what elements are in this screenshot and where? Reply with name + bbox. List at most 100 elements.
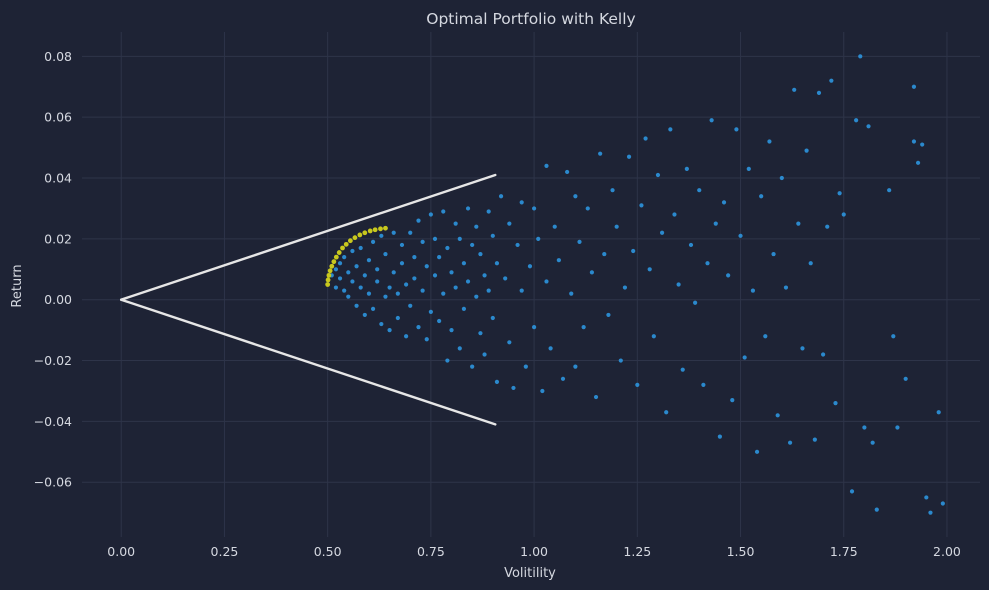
frontier-point bbox=[383, 225, 388, 231]
scatter-point bbox=[713, 221, 718, 226]
scatter-point bbox=[750, 288, 756, 293]
chart-title: Optimal Portfolio with Kelly bbox=[426, 10, 635, 28]
scatter-point bbox=[375, 279, 380, 284]
scatter-point bbox=[465, 206, 471, 211]
scatter-point bbox=[379, 233, 384, 238]
scatter-point bbox=[461, 261, 467, 266]
x-tick-label: 0.75 bbox=[417, 544, 445, 559]
scatter-point bbox=[779, 175, 784, 181]
frontier-point bbox=[372, 227, 378, 233]
scatter-point bbox=[754, 449, 760, 454]
scatter-point bbox=[362, 273, 367, 278]
scatter-point bbox=[445, 358, 450, 363]
x-tick-label: 1.25 bbox=[623, 544, 651, 559]
scatter-point bbox=[573, 364, 578, 369]
scatter-point bbox=[688, 242, 694, 248]
frontier-point bbox=[343, 241, 349, 247]
scatter-point bbox=[672, 212, 677, 217]
scatter-point bbox=[391, 230, 396, 235]
y-axis-label: Return bbox=[10, 264, 25, 307]
scatter-point bbox=[556, 258, 561, 263]
scatter-point bbox=[412, 276, 417, 281]
scatter-point bbox=[354, 264, 359, 269]
frontier-point bbox=[325, 282, 331, 287]
scatter-point bbox=[519, 288, 524, 293]
scatter-point bbox=[775, 413, 780, 418]
x-tick-label: 0.25 bbox=[211, 544, 239, 559]
scatter-point bbox=[746, 166, 751, 171]
scatter-point bbox=[812, 437, 817, 442]
scatter-point bbox=[911, 84, 917, 89]
frontier-point bbox=[367, 228, 373, 234]
scatter-point bbox=[837, 191, 842, 196]
x-tick-label: 2.00 bbox=[933, 544, 961, 559]
scatter-point bbox=[598, 151, 603, 156]
scatter-point bbox=[589, 270, 594, 275]
frontier-point bbox=[357, 232, 363, 238]
scatter-point bbox=[659, 230, 665, 235]
scatter-point bbox=[437, 255, 442, 260]
scatter-point bbox=[354, 303, 359, 308]
scatter-point bbox=[920, 142, 925, 147]
scatter-point bbox=[614, 224, 619, 229]
y-tick-label: −0.04 bbox=[34, 414, 72, 429]
scatter-point bbox=[536, 236, 541, 241]
frontier-point bbox=[336, 250, 342, 255]
scatter-point bbox=[408, 230, 413, 235]
grid bbox=[82, 32, 980, 537]
scatter-point bbox=[494, 261, 500, 266]
scatter-point bbox=[573, 194, 578, 199]
scatter-point bbox=[503, 276, 508, 281]
y-tick-label: 0.00 bbox=[44, 292, 72, 307]
scatter-point bbox=[515, 242, 520, 248]
scatter-point bbox=[461, 306, 467, 311]
scatter-point bbox=[726, 273, 731, 278]
scatter-point bbox=[342, 288, 347, 293]
scatter-point bbox=[432, 273, 438, 278]
scatter-point bbox=[800, 346, 805, 351]
scatter-point bbox=[911, 139, 917, 144]
scatter-point bbox=[915, 160, 921, 165]
scatter-point bbox=[581, 324, 586, 330]
scatter-point bbox=[416, 218, 421, 223]
scatter-point bbox=[441, 291, 446, 296]
scatter-point bbox=[647, 267, 652, 272]
scatter-point bbox=[804, 148, 809, 153]
scatter-point bbox=[395, 315, 400, 321]
frontier-point bbox=[378, 226, 383, 232]
scatter-point bbox=[527, 264, 533, 269]
scatter-point bbox=[651, 334, 656, 339]
scatter-point bbox=[891, 334, 896, 339]
x-tick-label: 1.00 bbox=[520, 544, 548, 559]
scatter-point bbox=[680, 367, 685, 372]
scatter-point bbox=[383, 251, 388, 257]
scatter-point bbox=[437, 318, 442, 324]
scatter-point bbox=[655, 172, 661, 178]
scatter-point bbox=[618, 358, 623, 363]
scatter-point bbox=[490, 315, 495, 321]
scatter-point bbox=[738, 233, 743, 238]
y-tick-label: −0.02 bbox=[34, 353, 72, 368]
scatter-point bbox=[470, 364, 475, 369]
scatter-point bbox=[404, 334, 409, 339]
scatter-point bbox=[796, 221, 801, 226]
scatter-point bbox=[701, 382, 706, 387]
scatter-point bbox=[457, 236, 462, 241]
scatter-point bbox=[412, 255, 417, 260]
y-tick-label: 0.08 bbox=[44, 49, 72, 64]
scatter-point bbox=[792, 87, 797, 92]
scatter-point bbox=[849, 489, 855, 494]
scatter-point bbox=[734, 127, 739, 132]
scatter-point bbox=[420, 288, 425, 293]
scatter-point bbox=[544, 279, 549, 284]
scatter-point bbox=[593, 394, 599, 400]
scatter-point bbox=[395, 291, 400, 296]
scatter-point bbox=[862, 425, 867, 430]
scatter-point bbox=[548, 346, 553, 351]
scatter-point bbox=[705, 261, 710, 266]
scatter-point bbox=[375, 267, 380, 272]
scatter-point bbox=[742, 355, 747, 360]
scatter-point bbox=[358, 285, 363, 290]
scatter-point bbox=[474, 294, 479, 299]
